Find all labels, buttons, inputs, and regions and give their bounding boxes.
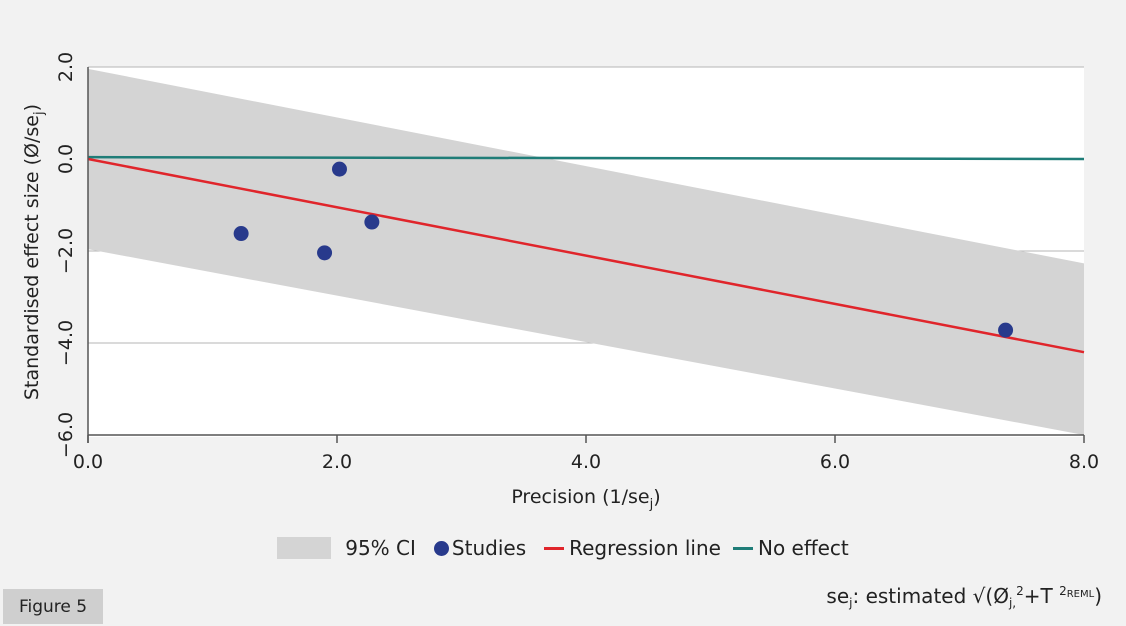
footnote: sej: estimated √(Øj,2+T 2REML) xyxy=(826,584,1102,610)
y-axis-title: Standardised effect size (Ø/sej) xyxy=(21,104,47,400)
legend: 95% CI Studies Regression line No effect xyxy=(0,536,1126,560)
no-effect-line xyxy=(87,155,1085,161)
legend-label-ci: 95% CI xyxy=(345,536,416,560)
x-tick-label: 0.0 xyxy=(73,451,103,473)
legend-item-regression: Regression line xyxy=(544,536,721,560)
legend-label-regression: Regression line xyxy=(569,536,721,560)
ci-swatch xyxy=(277,537,332,559)
study-point xyxy=(998,322,1014,338)
x-axis-title: Precision (1/sej) xyxy=(511,486,660,512)
regression-line xyxy=(87,157,1085,354)
ci-band xyxy=(88,68,1084,435)
y-tick-label: 2.0 xyxy=(55,52,77,82)
y-tick-label: −6.0 xyxy=(55,412,77,458)
legend-label-studies: Studies xyxy=(451,536,527,560)
x-tick-label: 2.0 xyxy=(322,451,352,473)
noeffect-swatch xyxy=(732,546,753,550)
y-tick-label: −2.0 xyxy=(55,228,77,274)
study-point xyxy=(317,245,333,261)
study-point xyxy=(233,226,249,242)
y-tick-label: −4.0 xyxy=(55,320,77,366)
y-tick-label: 0.0 xyxy=(55,144,77,174)
study-point xyxy=(331,161,347,177)
x-tick-label: 4.0 xyxy=(571,451,601,473)
legend-item-noeffect: No effect xyxy=(732,536,849,560)
studies-swatch xyxy=(433,540,449,556)
x-tick-label: 6.0 xyxy=(820,451,850,473)
legend-item-studies: Studies xyxy=(433,536,527,560)
x-axis: 0.0 2.0 4.0 6.0 8.0 xyxy=(73,434,1099,473)
figure-label: Figure 5 xyxy=(3,589,103,624)
legend-item-ci: 95% CI xyxy=(277,536,416,560)
regression-swatch xyxy=(544,546,565,550)
y-axis: 2.0 0.0 −2.0 −4.0 −6.0 xyxy=(55,52,89,458)
legend-label-noeffect: No effect xyxy=(757,536,849,560)
study-point xyxy=(364,214,380,230)
x-tick-label: 8.0 xyxy=(1069,451,1099,473)
study-points xyxy=(233,161,1014,338)
